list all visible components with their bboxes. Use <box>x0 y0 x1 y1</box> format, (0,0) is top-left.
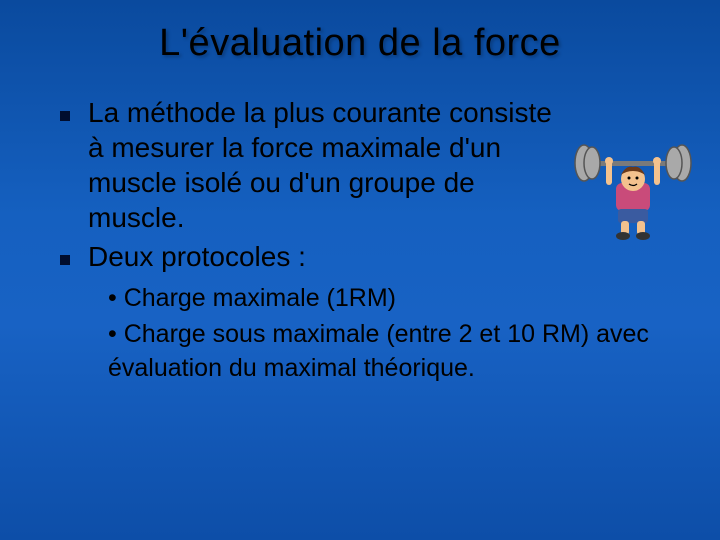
weightlifter-icon <box>568 141 698 241</box>
bullet-item: Deux protocoles : <box>60 239 670 274</box>
square-bullet-icon <box>60 255 70 265</box>
slide-content: La méthode la plus courante consiste à m… <box>0 65 720 385</box>
weightlifter-illustration <box>568 141 698 241</box>
sub-bullet-list: Charge maximale (1RM) Charge sous maxima… <box>50 282 670 385</box>
bullet-text: La méthode la plus courante consiste à m… <box>88 95 558 235</box>
sub-bullet-item: Charge sous maximale (entre 2 et 10 RM) … <box>108 318 670 386</box>
bullet-text: Deux protocoles : <box>88 239 306 274</box>
slide-title: L'évaluation de la force <box>0 0 720 65</box>
square-bullet-icon <box>60 111 70 121</box>
sub-bullet-item: Charge maximale (1RM) <box>108 282 670 316</box>
